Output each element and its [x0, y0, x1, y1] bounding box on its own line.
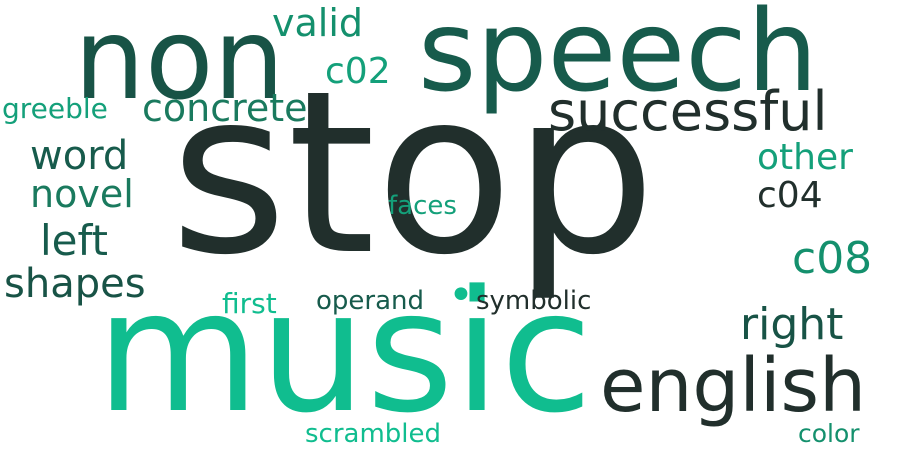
word-scrambled: scrambled [305, 419, 442, 449]
word-c08: c08 [792, 233, 873, 284]
word-valid: valid [272, 1, 364, 45]
word-right: right [740, 299, 844, 350]
word-english: english [600, 343, 866, 429]
word-left: left [40, 216, 109, 265]
word-word: word [30, 133, 129, 179]
word-concrete: concrete [142, 86, 308, 130]
word-non: non [74, 0, 285, 125]
word-color: color [798, 419, 860, 448]
word-operand: operand [316, 286, 425, 316]
word-c02: c02 [325, 51, 391, 92]
word-c04: c04 [757, 175, 823, 216]
word-first: first [222, 287, 277, 320]
word-dot: • [448, 270, 474, 321]
word-faces: faces [388, 191, 457, 221]
word-symbolic: symbolic [476, 286, 592, 316]
word-music: music [96, 254, 593, 450]
word-speech: speech [418, 0, 818, 117]
word-novel: novel [30, 172, 134, 216]
word-other: other [757, 137, 853, 178]
word-greeble: greeble [2, 92, 108, 125]
word-shapes: shapes [4, 261, 146, 307]
word-successful: successful [548, 80, 828, 143]
word-stop: stop [170, 43, 656, 305]
